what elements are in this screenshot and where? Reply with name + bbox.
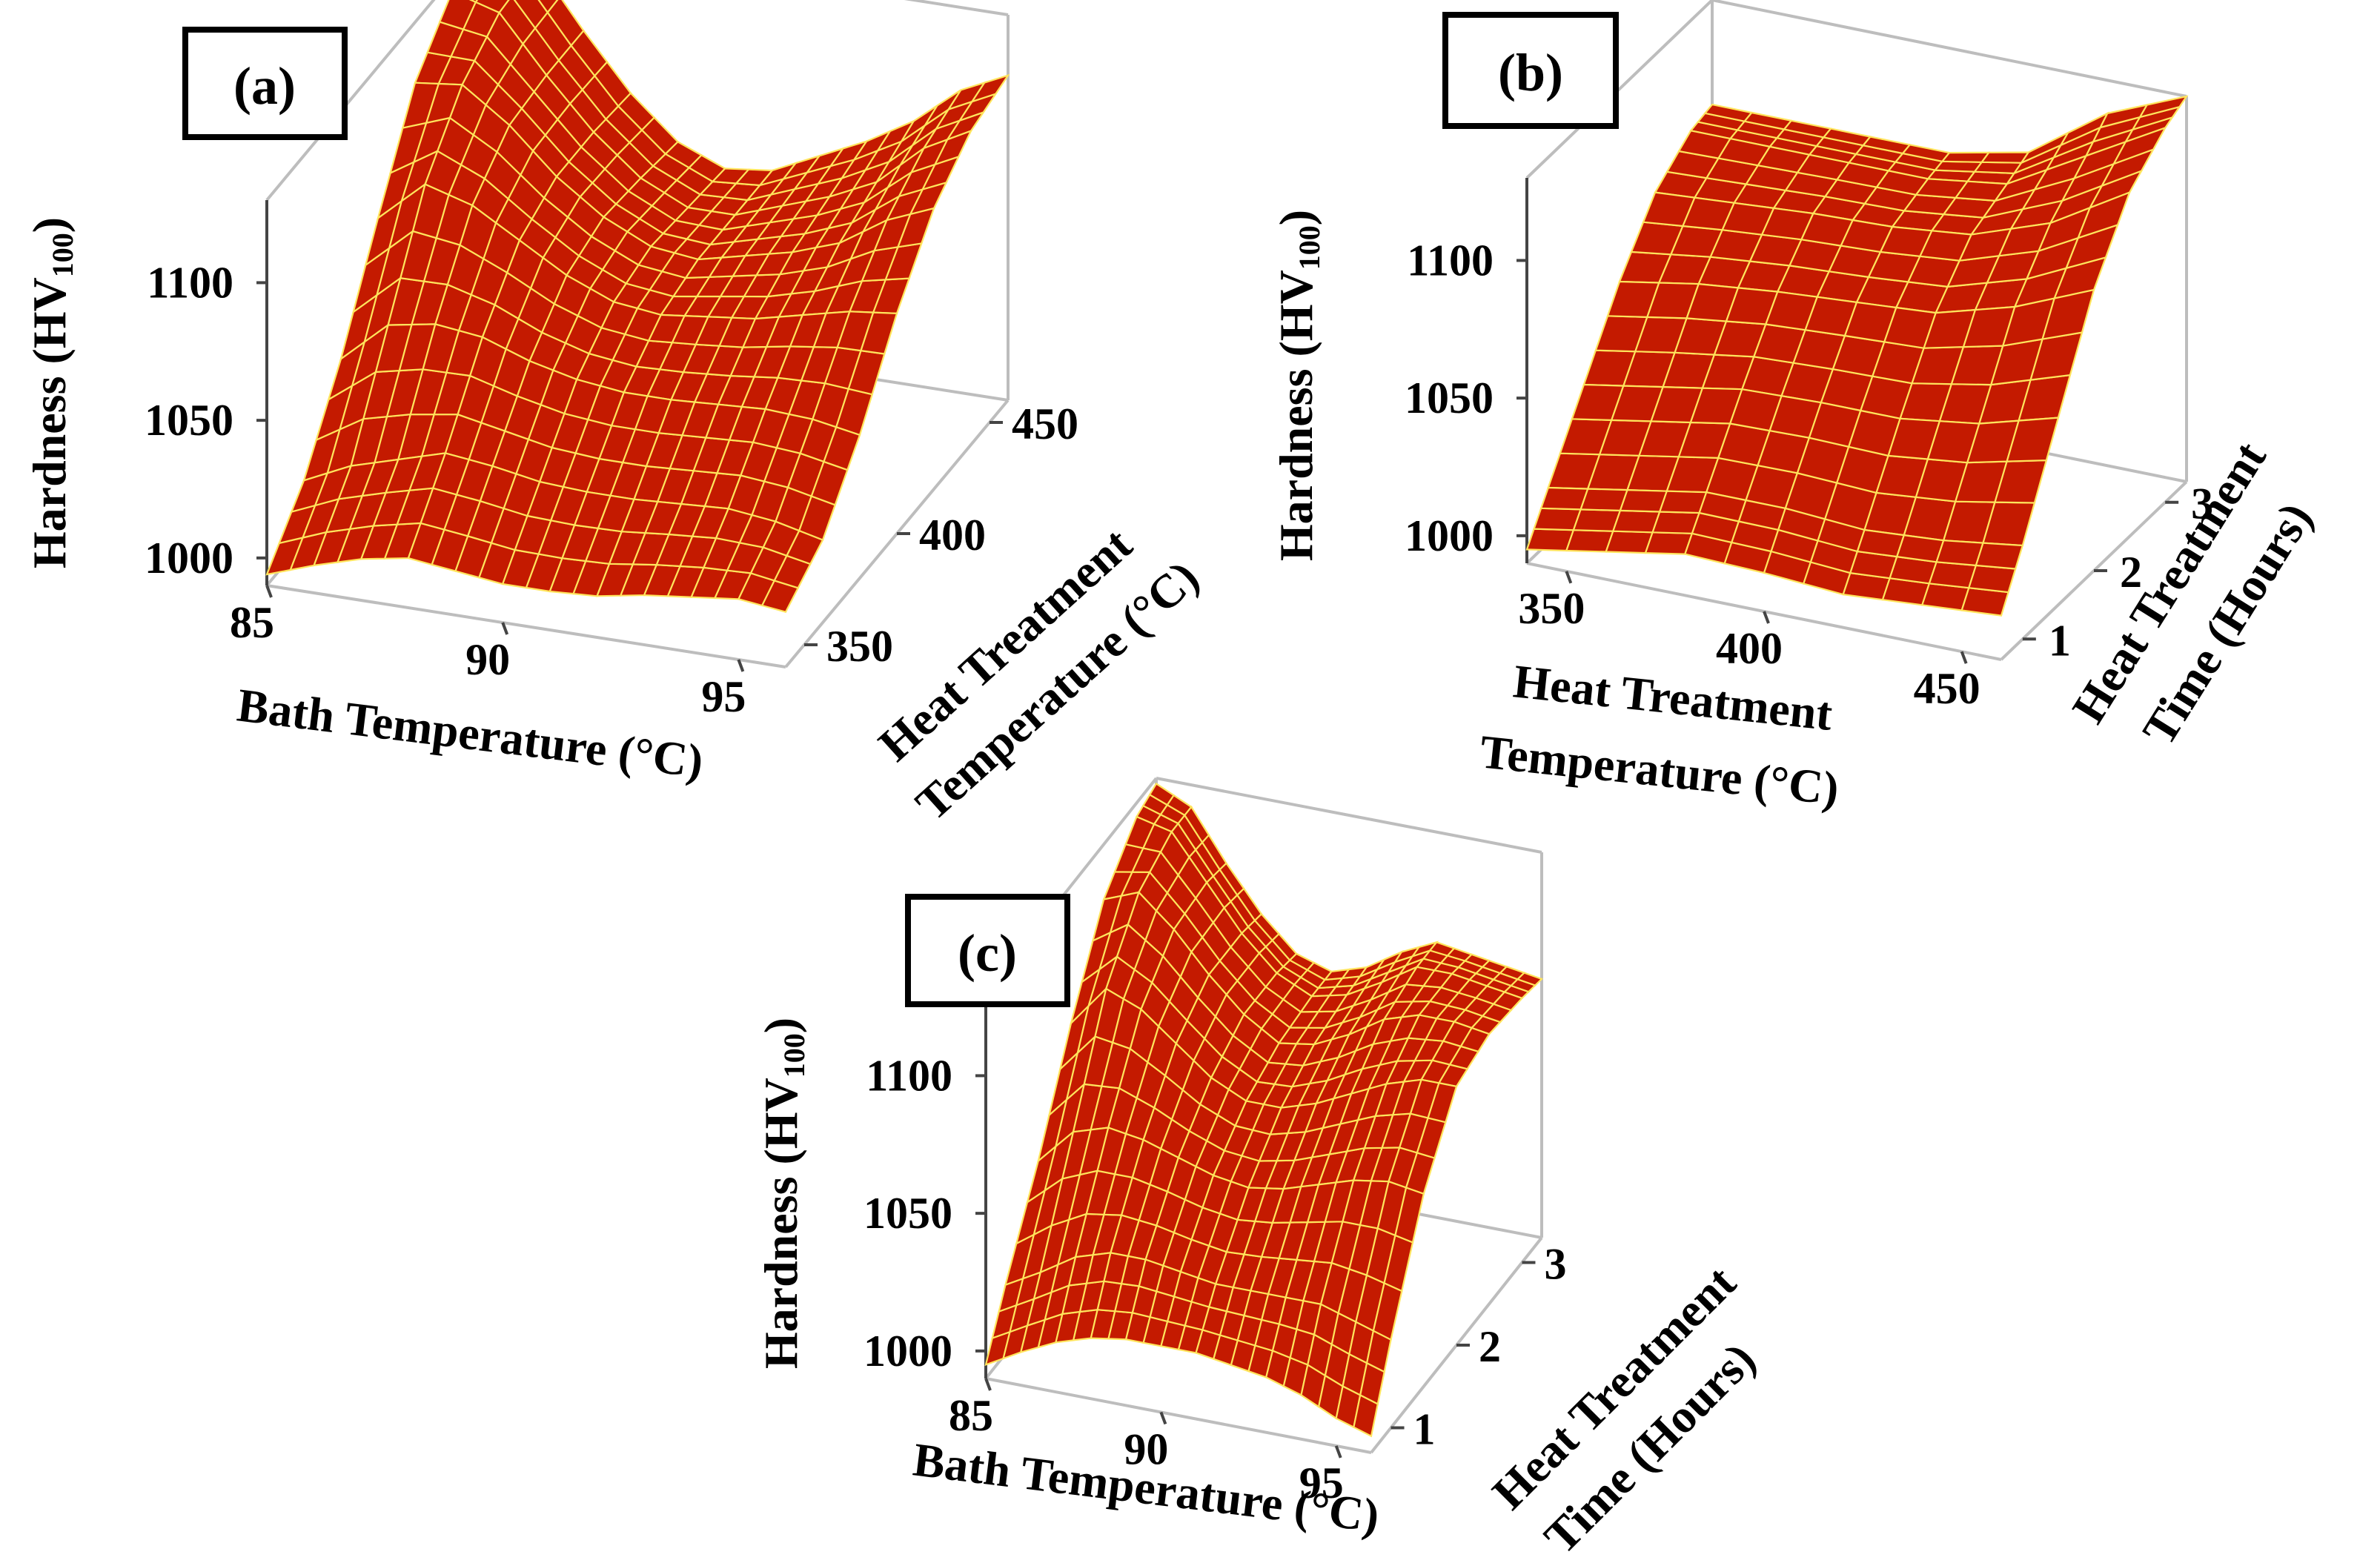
z-axis-label-main-b: Hardness (HV	[1270, 270, 1322, 561]
z-axis-label-sub-c: 100	[778, 1033, 811, 1078]
z-tick-label-a-1: 1050	[145, 396, 233, 445]
z-axis-label-sub-a: 100	[46, 233, 79, 277]
panel-label-box-a	[182, 27, 348, 140]
x-tick-mark-a	[265, 585, 273, 598]
y-tick-label-b-0: 1	[2049, 616, 2071, 665]
box-edge-a-3	[265, 0, 436, 202]
surface-cell-c	[1459, 1026, 1491, 1053]
y-tick-label-a-2: 450	[1012, 399, 1078, 448]
y-tick-label-b-1: 2	[2120, 548, 2142, 597]
x-tick-label-a-2: 95	[701, 672, 746, 721]
panel-label-a: (a)	[233, 56, 296, 116]
surface-cell-a	[860, 311, 898, 355]
z-tick-label-a-0: 1000	[145, 534, 233, 583]
svg-text:Hardness (HV100): Hardness (HV100)	[1270, 210, 1326, 561]
surface-cell-b	[2138, 95, 2189, 119]
z-axis-label-b: Hardness (HV100)	[1270, 210, 1326, 561]
surface-cell-c	[1516, 972, 1544, 986]
ticks-a: 1000 1050 1100 85 90 95 350 400 450	[145, 258, 1078, 721]
surface-cell-a	[537, 0, 559, 14]
surface-mesh-b	[1525, 95, 2189, 617]
box-edge-a-4	[904, 0, 1009, 16]
z-axis-label-a: Hardness (HV100)	[23, 217, 79, 568]
x-tick-label-c-1: 90	[1124, 1424, 1168, 1473]
panel-label-box-b	[1442, 12, 1619, 129]
surface-cell-c	[1365, 1330, 1392, 1373]
z-axis-label-sub-b: 100	[1293, 225, 1326, 270]
x-tick-label-b-1: 400	[1716, 624, 1783, 673]
ticks-b: 1000 1050 1100 350 400 450 12 3	[1405, 236, 2213, 713]
surface-cell-c	[1427, 1082, 1458, 1124]
y-tick-label-c-2: 3	[1544, 1239, 1566, 1288]
z-tick-label-b-0: 1000	[1405, 511, 1494, 560]
box-edge-b-3	[1525, 0, 1714, 179]
surface-cell-a	[823, 425, 861, 471]
x-tick-mark-b	[1763, 611, 1770, 624]
surface-cell-c	[1394, 1187, 1425, 1244]
surface-cell-b	[2041, 288, 2095, 340]
x-tick-label-a-0: 85	[230, 598, 274, 647]
z-tick-label-a-2: 1100	[147, 258, 233, 307]
z-tick-label-b-2: 1100	[1407, 236, 1494, 285]
surface-cell-a	[933, 129, 973, 166]
surface-mesh-a	[265, 0, 1010, 613]
surface-cell-b	[2076, 190, 2131, 239]
x-tick-label-b-0: 350	[1518, 584, 1585, 633]
x-tick-label-a-1: 90	[465, 635, 510, 684]
z-tick-label-c-0: 1000	[864, 1327, 952, 1376]
x-tick-mark-b	[1960, 651, 1968, 664]
surface-cell-a	[785, 529, 824, 565]
y-tick-label-c-1: 2	[1479, 1322, 1501, 1371]
x-tick-mark-b	[1565, 571, 1573, 584]
x-tick-label-c-2: 95	[1299, 1459, 1344, 1507]
x-tick-mark-a	[501, 622, 509, 635]
surface-cell-b	[2006, 417, 2060, 462]
z-axis-label-close-b: )	[1270, 210, 1322, 225]
z-axis-label-close-a: )	[23, 217, 76, 233]
y-tick-label-c-0: 1	[1413, 1405, 1436, 1454]
x-tick-mark-c	[984, 1378, 992, 1391]
box-edge-c-5	[985, 1377, 1372, 1454]
panel-label-b: (b)	[1498, 43, 1563, 102]
x-tick-label-c-0: 85	[949, 1391, 993, 1440]
x-tick-mark-c	[1159, 1411, 1167, 1425]
y-tick-label-b-2: 3	[2191, 480, 2213, 528]
z-axis-label-close-c: )	[755, 1018, 807, 1033]
svg-text:Hardness (HV100): Hardness (HV100)	[755, 1018, 811, 1369]
surface-cell-a	[969, 73, 1010, 104]
z-axis-label-main-c: Hardness (HV	[755, 1078, 807, 1369]
z-axis-label-c: Hardness (HV100)	[755, 1018, 811, 1369]
surface-cell-c	[1492, 991, 1524, 1012]
z-axis-label-main-a: Hardness (HV	[23, 277, 76, 568]
surface-cell-a	[896, 207, 935, 248]
x-tick-label-b-2: 450	[1914, 664, 1980, 713]
surface-cell-b	[2112, 126, 2167, 166]
z-tick-label-c-1: 1050	[864, 1189, 952, 1238]
box-edge-b-4	[1711, 0, 2187, 98]
x-tick-mark-a	[737, 659, 745, 672]
svg-text:Hardness (HV100): Hardness (HV100)	[23, 217, 79, 568]
z-tick-label-b-1: 1050	[1405, 374, 1494, 422]
box-edge-c-4	[1156, 777, 1542, 854]
z-tick-label-c-2: 1100	[866, 1051, 952, 1100]
y-tick-label-a-0: 350	[826, 622, 893, 671]
x-tick-mark-c	[1334, 1445, 1342, 1459]
panel-label-box-c	[905, 894, 1070, 1007]
surface-mesh-c	[984, 782, 1544, 1438]
surface-cell-b	[1975, 542, 2024, 570]
box-edge-a-5	[266, 584, 786, 668]
panel-label-c: (c)	[958, 923, 1017, 983]
ticks-c: 1000 1050 1100 85 90 95 123	[864, 1051, 1566, 1507]
y-tick-label-a-1: 400	[919, 511, 986, 560]
